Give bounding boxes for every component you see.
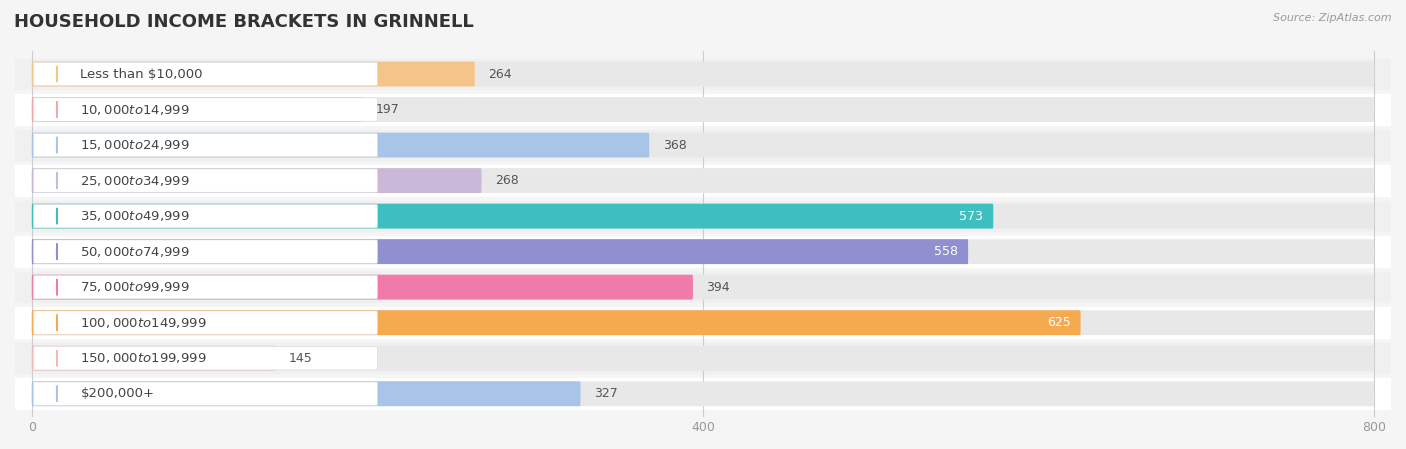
FancyBboxPatch shape — [32, 310, 1374, 335]
FancyBboxPatch shape — [32, 168, 1374, 193]
Text: 197: 197 — [375, 103, 399, 116]
Text: $25,000 to $34,999: $25,000 to $34,999 — [80, 174, 190, 188]
Text: 558: 558 — [934, 245, 957, 258]
FancyBboxPatch shape — [32, 62, 1374, 87]
Text: Less than $10,000: Less than $10,000 — [80, 67, 202, 80]
Text: 268: 268 — [495, 174, 519, 187]
Text: 368: 368 — [662, 139, 686, 152]
Text: $50,000 to $74,999: $50,000 to $74,999 — [80, 245, 190, 259]
FancyBboxPatch shape — [32, 346, 276, 371]
FancyBboxPatch shape — [32, 97, 1374, 122]
FancyBboxPatch shape — [32, 275, 1374, 299]
FancyBboxPatch shape — [32, 204, 993, 229]
FancyBboxPatch shape — [34, 275, 377, 299]
Text: 394: 394 — [706, 281, 730, 294]
Bar — [15, 272, 1391, 303]
FancyBboxPatch shape — [34, 133, 377, 157]
Bar — [15, 130, 1391, 160]
Text: 145: 145 — [288, 352, 312, 365]
FancyBboxPatch shape — [32, 310, 1081, 335]
FancyBboxPatch shape — [32, 132, 650, 158]
FancyBboxPatch shape — [32, 168, 481, 193]
Text: $200,000+: $200,000+ — [80, 387, 155, 400]
Text: Source: ZipAtlas.com: Source: ZipAtlas.com — [1274, 13, 1392, 23]
FancyBboxPatch shape — [34, 347, 377, 370]
Bar — [15, 165, 1391, 196]
Bar — [15, 201, 1391, 231]
Text: $100,000 to $149,999: $100,000 to $149,999 — [80, 316, 207, 330]
FancyBboxPatch shape — [32, 381, 1374, 406]
FancyBboxPatch shape — [34, 169, 377, 192]
Bar — [15, 308, 1391, 338]
Text: 327: 327 — [593, 387, 617, 400]
FancyBboxPatch shape — [32, 239, 969, 264]
FancyBboxPatch shape — [34, 62, 377, 86]
Text: 573: 573 — [959, 210, 983, 223]
Text: $15,000 to $24,999: $15,000 to $24,999 — [80, 138, 190, 152]
Bar — [15, 94, 1391, 125]
Text: $35,000 to $49,999: $35,000 to $49,999 — [80, 209, 190, 223]
Text: 264: 264 — [488, 67, 512, 80]
Text: $150,000 to $199,999: $150,000 to $199,999 — [80, 351, 207, 365]
FancyBboxPatch shape — [32, 62, 475, 87]
Text: 625: 625 — [1046, 316, 1070, 329]
FancyBboxPatch shape — [32, 97, 363, 122]
FancyBboxPatch shape — [34, 98, 377, 121]
FancyBboxPatch shape — [34, 204, 377, 228]
FancyBboxPatch shape — [32, 239, 1374, 264]
FancyBboxPatch shape — [32, 132, 1374, 158]
FancyBboxPatch shape — [32, 275, 693, 299]
FancyBboxPatch shape — [32, 346, 1374, 371]
Bar — [15, 379, 1391, 409]
Text: $75,000 to $99,999: $75,000 to $99,999 — [80, 280, 190, 294]
Bar — [15, 343, 1391, 374]
Bar — [15, 59, 1391, 89]
FancyBboxPatch shape — [34, 382, 377, 405]
FancyBboxPatch shape — [32, 381, 581, 406]
FancyBboxPatch shape — [32, 204, 1374, 229]
Text: $10,000 to $14,999: $10,000 to $14,999 — [80, 102, 190, 117]
FancyBboxPatch shape — [34, 311, 377, 335]
Text: HOUSEHOLD INCOME BRACKETS IN GRINNELL: HOUSEHOLD INCOME BRACKETS IN GRINNELL — [14, 13, 474, 31]
FancyBboxPatch shape — [34, 240, 377, 264]
Bar — [15, 236, 1391, 267]
